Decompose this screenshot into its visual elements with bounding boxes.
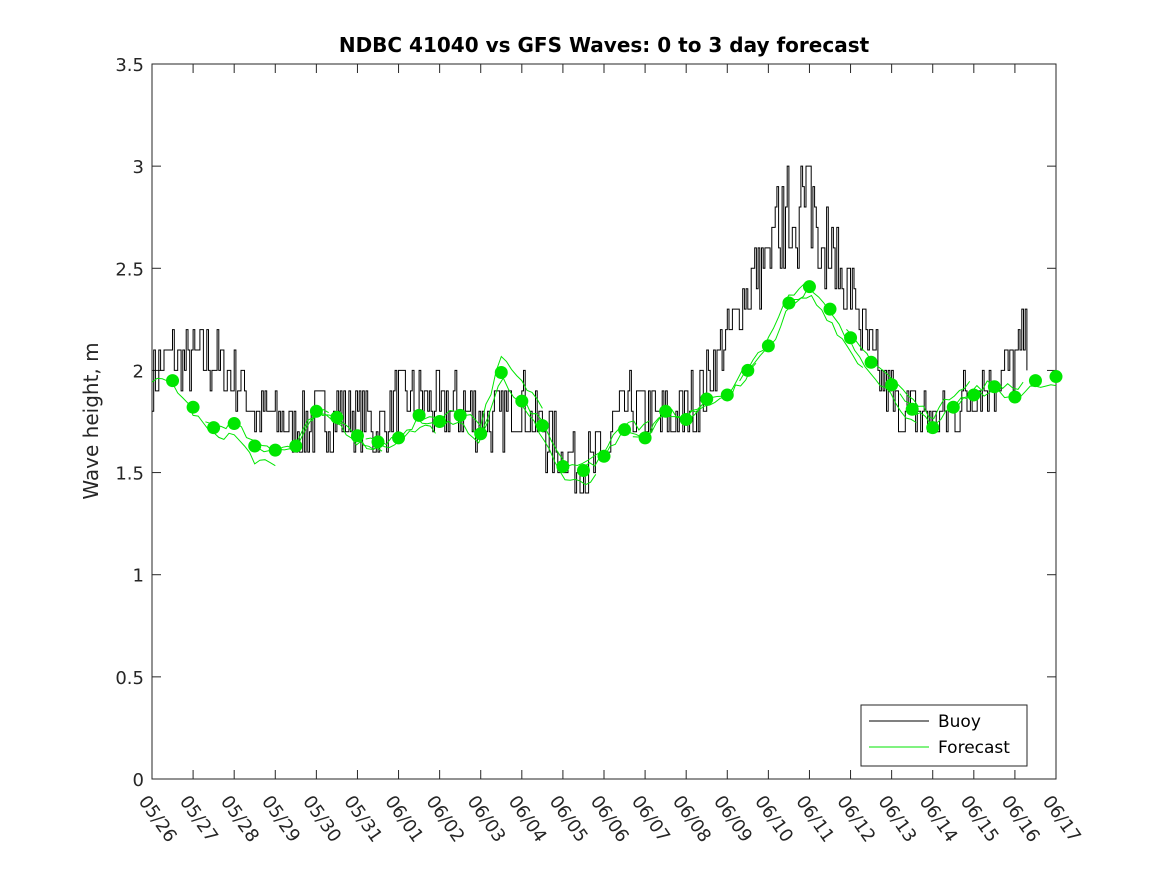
forecast-point xyxy=(802,280,816,294)
forecast-point xyxy=(926,421,940,435)
forecast-point xyxy=(864,355,878,369)
forecast-point xyxy=(309,404,323,418)
forecast-point xyxy=(720,388,734,402)
y-tick-label: 1 xyxy=(133,566,144,587)
forecast-point xyxy=(761,339,775,353)
forecast-point xyxy=(576,464,590,478)
forecast-point xyxy=(371,435,385,449)
forecast-line xyxy=(205,409,329,451)
y-tick-label: 0 xyxy=(133,770,144,791)
forecast-point xyxy=(535,419,549,433)
forecast-line xyxy=(472,377,597,486)
forecast-point xyxy=(207,421,221,435)
legend: Buoy Forecast xyxy=(860,704,1028,767)
forecast-line xyxy=(365,417,490,446)
y-axis-label: Wave height, m xyxy=(79,342,103,499)
forecast-point xyxy=(1049,370,1063,384)
forecast-point xyxy=(967,388,981,402)
forecast-point xyxy=(350,429,364,443)
forecast-point xyxy=(289,439,303,453)
forecast-point xyxy=(412,408,426,422)
forecast-point xyxy=(515,394,529,408)
legend-buoy-label: Buoy xyxy=(938,712,981,732)
forecast-point xyxy=(556,459,570,473)
forecast-point xyxy=(268,443,282,457)
forecast-point xyxy=(987,380,1001,394)
forecast-point xyxy=(659,404,673,418)
y-tick-label: 1.5 xyxy=(115,464,144,485)
forecast-point xyxy=(700,392,714,406)
legend-box xyxy=(860,704,1028,767)
y-tick-label: 2.5 xyxy=(115,259,144,280)
forecast-point xyxy=(905,402,919,416)
forecast-point xyxy=(782,296,796,310)
forecast-point xyxy=(638,431,652,445)
forecast-line xyxy=(632,362,757,438)
forecast-point xyxy=(618,423,632,437)
y-tick-label: 3.5 xyxy=(115,55,144,76)
forecast-point xyxy=(679,412,693,426)
forecast-point xyxy=(823,302,837,316)
forecast-point xyxy=(474,427,488,441)
forecast-point xyxy=(844,331,858,345)
y-tick-label: 3 xyxy=(133,157,144,178)
forecast-point xyxy=(885,378,899,392)
forecast-point xyxy=(1008,390,1022,404)
forecast-point xyxy=(741,363,755,377)
forecast-line xyxy=(899,380,1024,425)
forecast-point xyxy=(946,400,960,414)
forecast-point xyxy=(392,431,406,445)
forecast-point xyxy=(227,417,241,431)
forecast-point xyxy=(186,400,200,414)
forecast-point xyxy=(433,415,447,428)
forecast-point xyxy=(453,408,467,422)
forecast-point xyxy=(1028,374,1042,388)
forecast-point xyxy=(166,374,180,388)
forecast-point xyxy=(330,410,344,424)
forecast-line xyxy=(793,286,917,424)
legend-forecast-label: Forecast xyxy=(938,738,1010,758)
forecast-point xyxy=(248,439,262,453)
buoy-line xyxy=(152,165,1028,494)
y-tick-label: 2 xyxy=(133,361,144,382)
forecast-point xyxy=(597,449,611,463)
forecast-point xyxy=(494,365,508,379)
forecast-line xyxy=(846,329,971,420)
y-tick-label: 0.5 xyxy=(115,668,144,689)
chart-title: NDBC 41040 vs GFS Waves: 0 to 3 day fore… xyxy=(339,33,870,57)
